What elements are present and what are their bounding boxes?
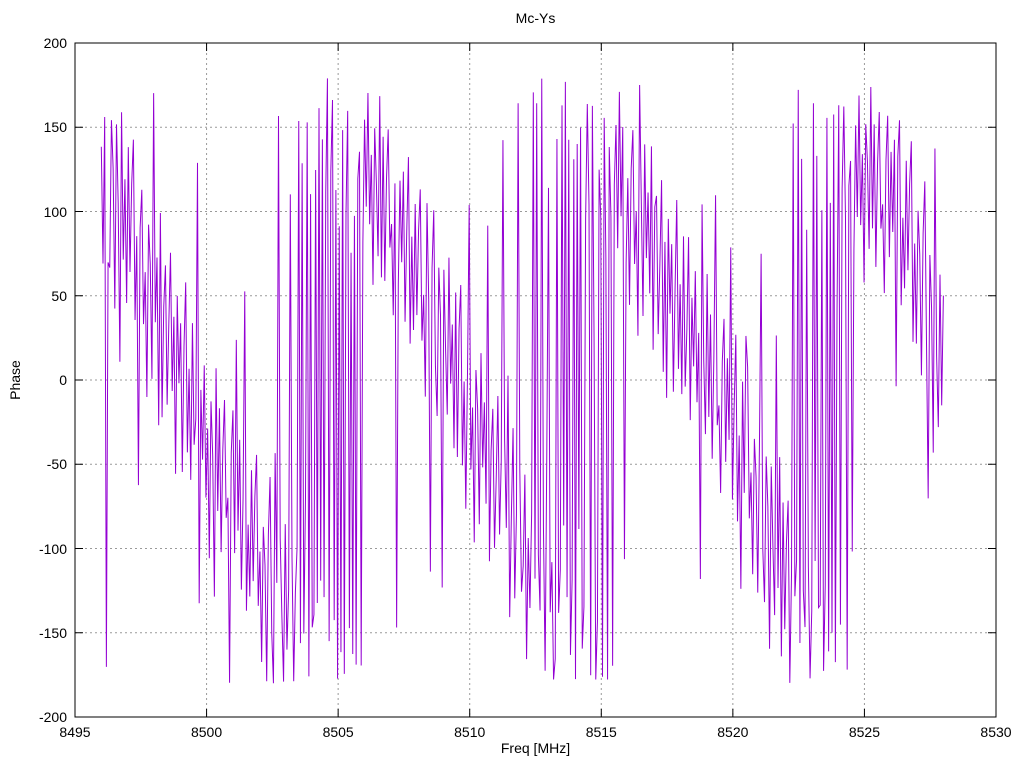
y-axis-label: Phase [7,360,23,400]
y-tick-label: 0 [59,372,67,388]
phase-trace-group [100,78,944,684]
y-tick-label: 100 [43,203,67,220]
y-tick-label: 150 [43,119,67,136]
x-tick-label: 8520 [717,724,749,740]
x-tick-label: 8515 [585,724,617,740]
plot-border [74,42,997,718]
y-tick-label: -100 [38,540,67,557]
y-tick-label: 200 [43,35,67,51]
phase-trace [100,78,944,684]
chart-title: Mc-Ys [515,10,556,26]
x-tick-label: 8495 [59,724,91,740]
x-axis-label: Freq [MHz] [500,740,571,756]
y-tick-label: -150 [38,624,67,641]
x-tick-label: 8500 [190,724,223,740]
y-tick-label: 50 [51,287,67,304]
x-tick-label: 8525 [848,724,880,740]
y-tick-label: -50 [46,456,67,473]
y-tick-label: -200 [38,709,67,725]
x-tick-label: 8510 [454,724,486,740]
x-tick-label: 8530 [980,724,1012,740]
x-tick-label: 8505 [322,724,354,740]
